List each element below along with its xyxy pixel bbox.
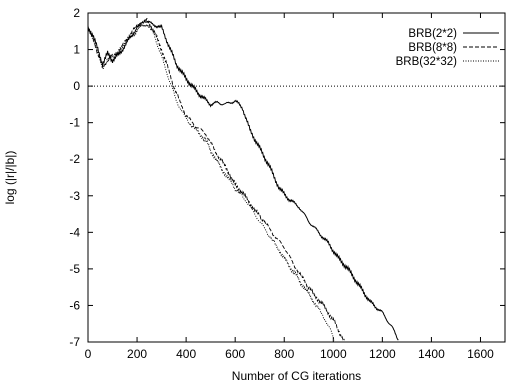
x-tick-label: 600 [225,347,245,361]
plot-frame [87,12,506,343]
series-line-3 [87,22,335,341]
y-tick-label: 0 [73,79,80,93]
x-tick-label: 800 [274,347,294,361]
series-layer [87,17,399,341]
y-tick-label: -1 [69,116,80,130]
legend: BRB(2*2) BRB(8*8) BRB(32*32) [396,28,499,68]
x-tick-label: 1600 [467,347,494,361]
y-tick-label: 2 [73,6,80,20]
y-tick-label: -3 [69,189,80,203]
x-axis-label: Number of CG iterations [232,369,361,383]
legend-label: BRB(8*8) [408,42,457,54]
series-line-1 [87,20,399,341]
ticks-layer: 0 200 400 600 800 1000 1200 1400 1600 -7 -6 -5 -4 -3 -… [69,6,505,361]
x-tick-label: 1400 [418,347,445,361]
series-line-2 [87,17,345,341]
x-tick-label: 200 [127,347,147,361]
y-tick-label: -2 [69,152,80,166]
x-tick-label: 400 [176,347,196,361]
legend-label: BRB(2*2) [408,28,457,40]
y-tick-label: -5 [69,262,80,276]
y-tick-label: -7 [69,335,80,349]
y-tick-label: -4 [69,225,80,239]
x-tick-label: 1000 [320,347,347,361]
x-tick-label: 1200 [369,347,396,361]
y-axis-label: log (|r|/|b|) [3,151,17,205]
y-tick-label: -6 [69,298,80,312]
legend-label: BRB(32*32) [396,56,458,68]
x-tick-label: 0 [85,347,92,361]
y-tick-label: 1 [73,43,80,57]
